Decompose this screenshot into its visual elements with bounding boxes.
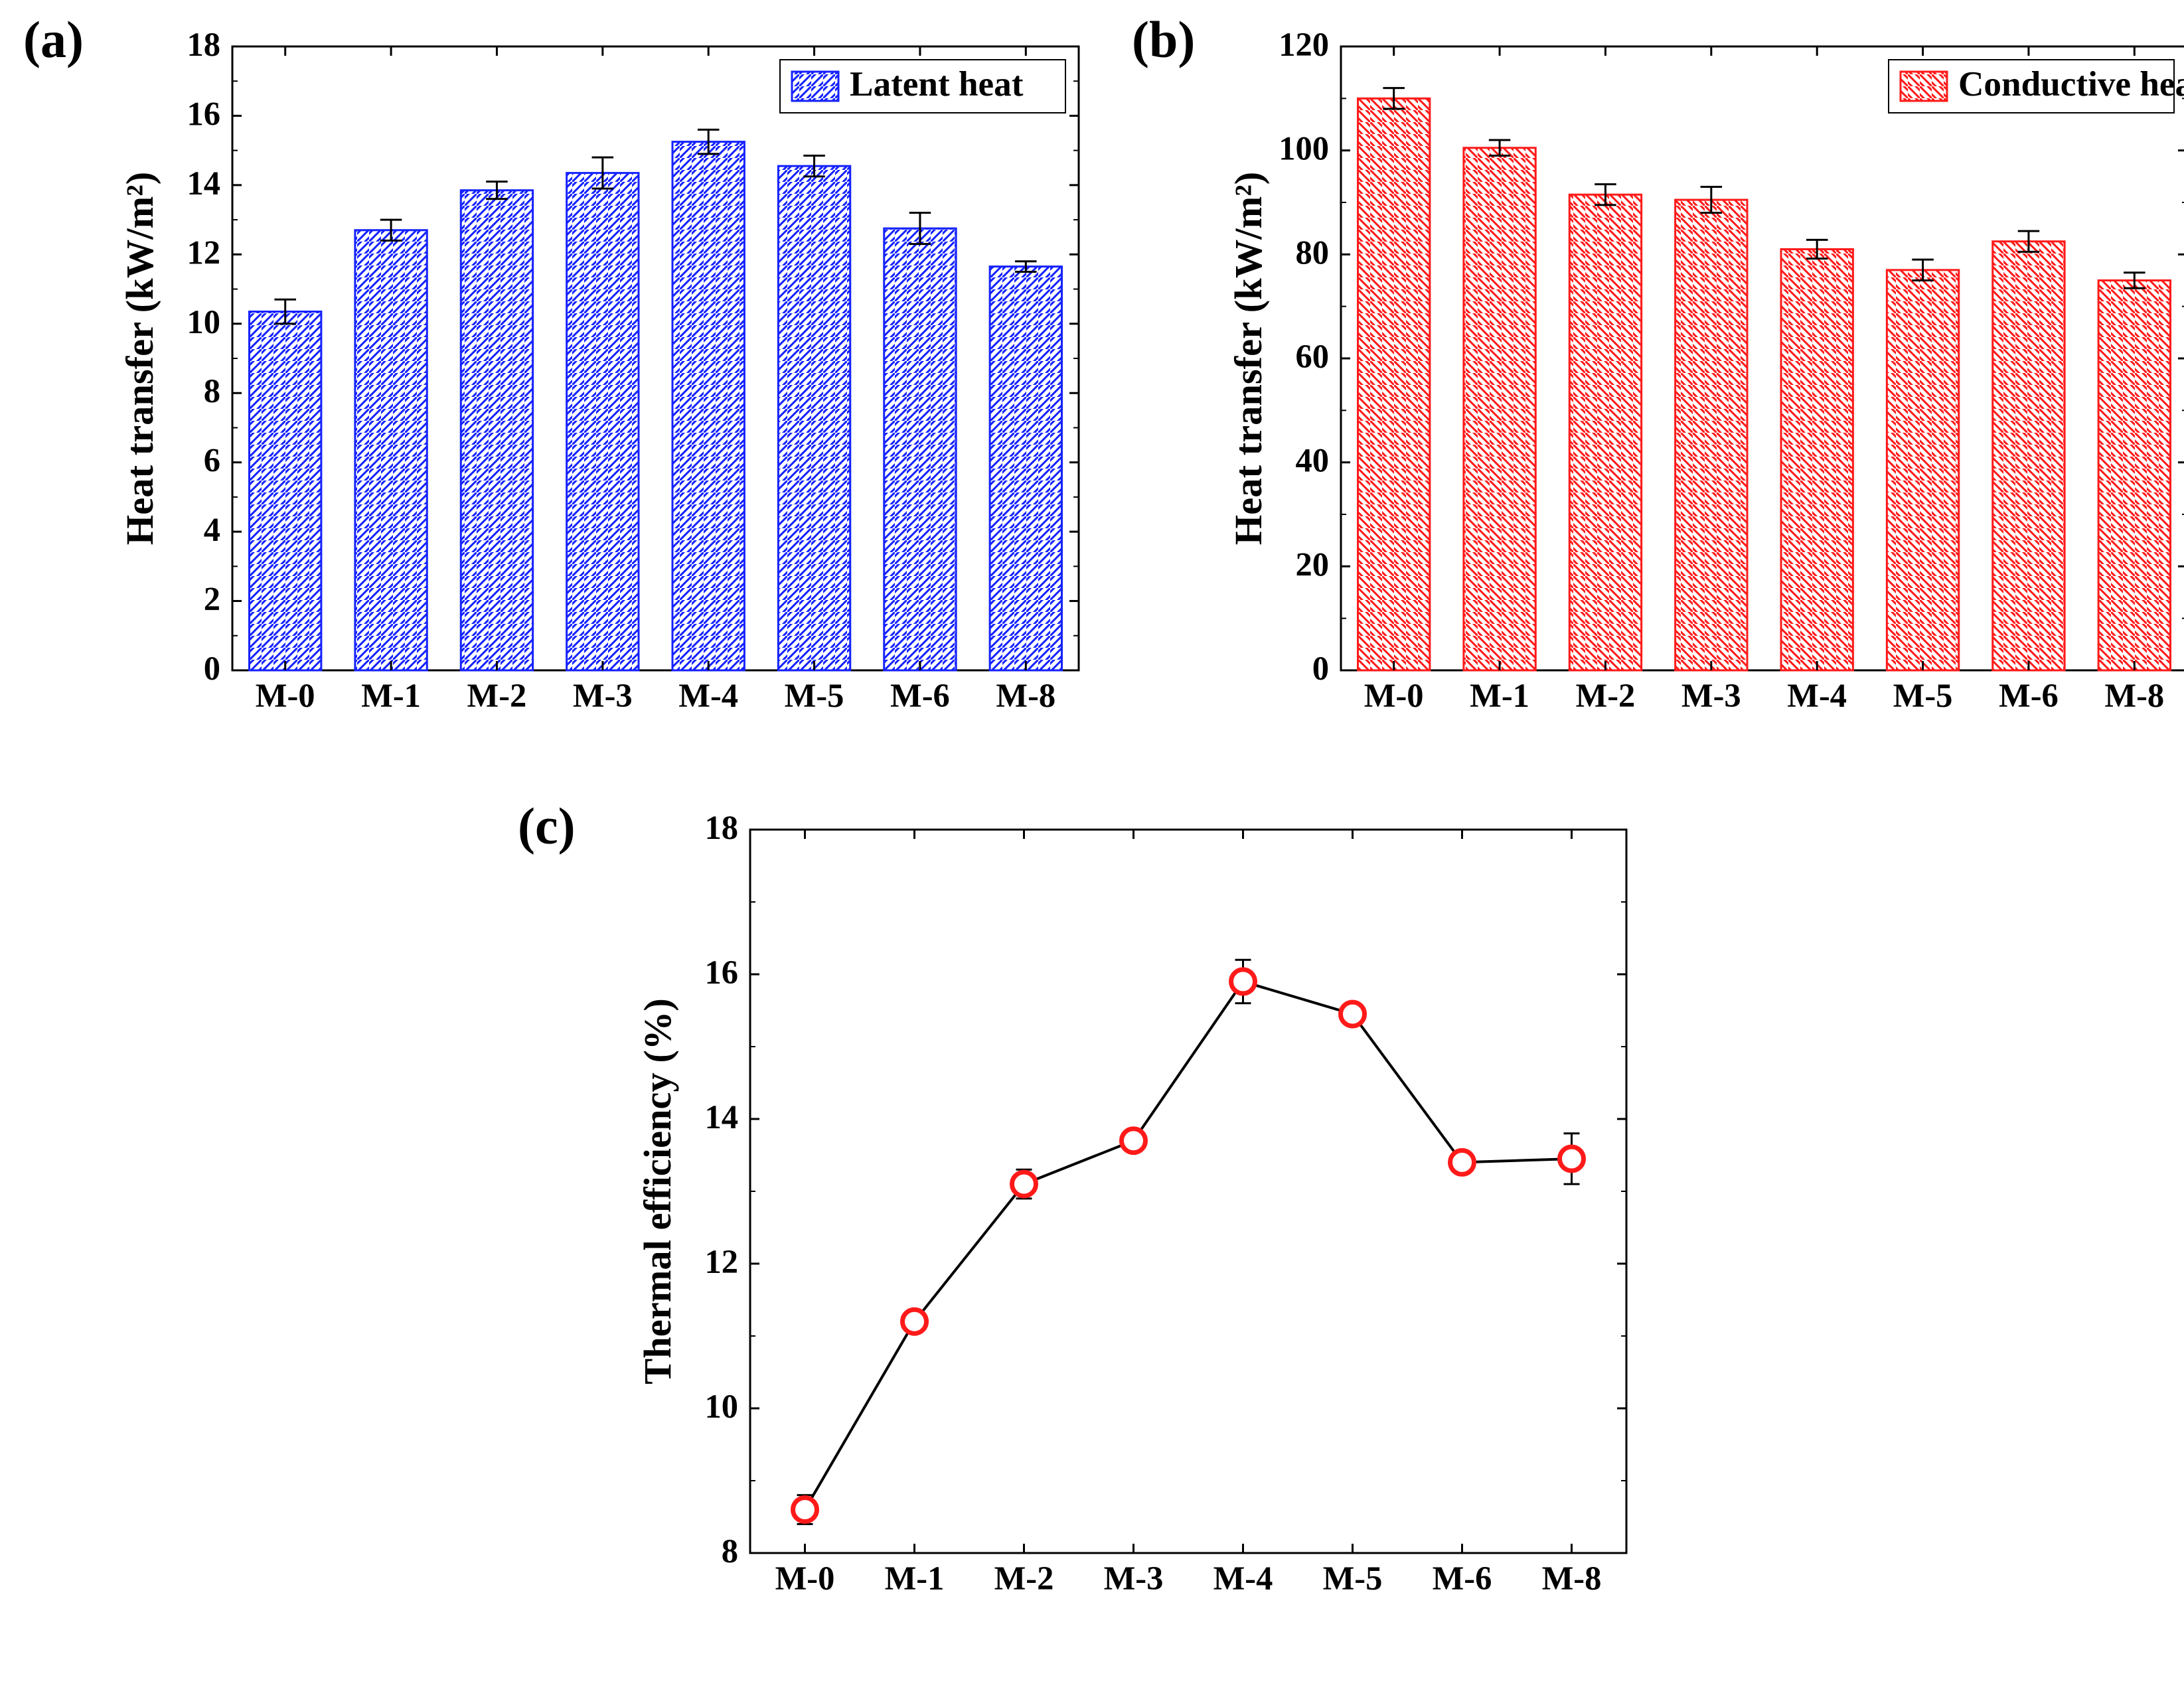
svg-text:M-4: M-4 [678, 677, 738, 714]
svg-text:10: 10 [704, 1388, 738, 1425]
svg-text:14: 14 [187, 165, 220, 202]
panel-label-c: (c) [518, 796, 576, 856]
svg-text:M-5: M-5 [1323, 1560, 1383, 1597]
svg-text:18: 18 [704, 809, 738, 846]
svg-text:16: 16 [187, 95, 220, 132]
svg-text:12: 12 [187, 234, 220, 271]
svg-text:Conductive heat: Conductive heat [1958, 64, 2184, 104]
svg-text:80: 80 [1295, 234, 1329, 271]
figure-container: (a) 0 2 4 6 8 10 12 14 16 18 M-0 M-1 M-2 M-3 M-4 M-5 M-6… [0, 0, 2184, 1705]
svg-text:M-1: M-1 [885, 1560, 945, 1597]
svg-text:M-4: M-4 [1213, 1560, 1273, 1597]
svg-text:20: 20 [1295, 546, 1329, 583]
svg-text:14: 14 [704, 1098, 738, 1136]
svg-text:M-6: M-6 [1433, 1560, 1492, 1597]
panel-c: 8 10 12 14 16 18 M-0 M-1 M-2 M-3 M-4 M-5 M-6 M-8 Therm… [617, 803, 1653, 1626]
svg-text:16: 16 [704, 954, 738, 991]
svg-text:M-3: M-3 [1104, 1560, 1164, 1597]
svg-text:M-5: M-5 [785, 677, 844, 714]
svg-text:8: 8 [204, 372, 220, 409]
svg-text:100: 100 [1279, 130, 1329, 167]
svg-text:18: 18 [187, 27, 220, 63]
svg-text:M-8: M-8 [2104, 677, 2164, 714]
panel-label-b: (b) [1132, 10, 1195, 70]
panel-a: 0 2 4 6 8 10 12 14 16 18 M-0 M-1 M-2 M-3 M-4 M-5 M-6 M-8 H… [106, 27, 1099, 743]
panel-c-svg: 8 10 12 14 16 18 M-0 M-1 M-2 M-3 M-4 M-5 M-6 M-8 Therm… [617, 803, 1653, 1626]
svg-text:Heat transfer (kW/m²): Heat transfer (kW/m²) [1227, 172, 1270, 545]
svg-text:0: 0 [204, 650, 220, 687]
svg-text:M-8: M-8 [996, 677, 1055, 714]
svg-text:M-1: M-1 [1470, 677, 1529, 714]
svg-text:M-2: M-2 [994, 1560, 1054, 1597]
panel-b: 0 20 40 60 80 100 120 M-0 M-1 M-2 M-3 M-4 M-5 M-6 M-8 H… [1215, 27, 2184, 743]
panel-label-a: (a) [23, 10, 84, 70]
svg-text:M-3: M-3 [1681, 677, 1741, 714]
svg-text:10: 10 [187, 303, 220, 340]
panel-a-svg: 0 2 4 6 8 10 12 14 16 18 M-0 M-1 M-2 M-3 M-4 M-5 M-6 M-8 H… [106, 27, 1099, 743]
svg-text:Thermal efficiency (%): Thermal efficiency (%) [636, 998, 679, 1384]
svg-text:M-0: M-0 [256, 677, 315, 714]
svg-text:M-5: M-5 [1893, 677, 1953, 714]
svg-text:Latent heat: Latent heat [850, 64, 1024, 104]
svg-text:2: 2 [204, 581, 220, 618]
panel-b-svg: 0 20 40 60 80 100 120 M-0 M-1 M-2 M-3 M-4 M-5 M-6 M-8 H… [1215, 27, 2184, 743]
svg-text:M-3: M-3 [573, 677, 633, 714]
svg-text:120: 120 [1279, 27, 1329, 63]
svg-text:M-4: M-4 [1787, 677, 1847, 714]
svg-text:Heat transfer (kW/m²): Heat transfer (kW/m²) [118, 172, 161, 545]
svg-text:8: 8 [722, 1532, 738, 1570]
svg-text:60: 60 [1295, 338, 1329, 375]
svg-text:M-0: M-0 [775, 1560, 835, 1597]
svg-text:0: 0 [1312, 650, 1329, 687]
svg-text:M-8: M-8 [1542, 1560, 1602, 1597]
svg-text:M-0: M-0 [1364, 677, 1424, 714]
svg-text:12: 12 [704, 1243, 738, 1280]
svg-text:M-2: M-2 [467, 677, 527, 714]
svg-text:4: 4 [204, 511, 220, 548]
svg-text:M-2: M-2 [1576, 677, 1636, 714]
svg-text:40: 40 [1295, 442, 1329, 479]
svg-text:M-6: M-6 [1999, 677, 2059, 714]
svg-text:M-6: M-6 [890, 677, 950, 714]
svg-text:M-1: M-1 [361, 677, 421, 714]
svg-text:6: 6 [204, 442, 220, 479]
